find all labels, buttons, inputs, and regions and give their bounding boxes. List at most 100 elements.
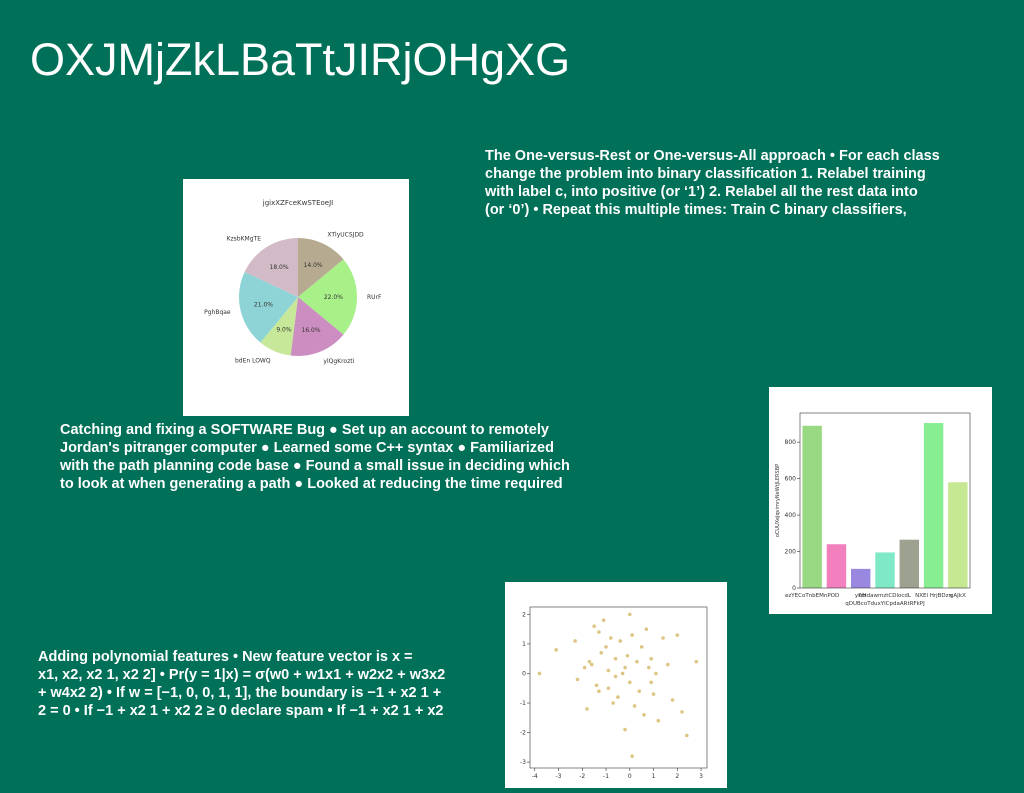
scatter-image: -4 -3 -2 -1 0 1 2 3 -3 -2 -1 0 1 2 [505,582,727,788]
scatter-point [594,683,599,688]
x-tick-label: -3 [556,773,562,780]
scatter-point [675,633,680,637]
scatter-point [665,662,670,667]
slice-label: bdEn LOWQ [235,357,271,364]
slice-value: 22.0% [324,294,343,301]
x-tick-label: gAJkX [950,593,966,599]
bar [923,423,944,588]
x-tick-label: NXEl HrjBDzn [915,593,952,599]
scatter-point [623,727,627,732]
text-line: with label c, into positive (or ‘1’) 2. … [485,184,918,200]
slide-title: OXJMjZkLBaTtJIRjOHgXG [30,34,571,85]
scatter-point [616,695,620,699]
scatter-point [537,671,542,676]
text-line: The One-versus-Rest or One-versus-All ap… [485,148,940,164]
scatter-point [589,662,594,667]
scatter-point [627,612,632,617]
pie-slice [239,271,298,343]
scatter-point [623,665,627,670]
scatter-point [639,645,644,649]
scatter-point [599,650,604,655]
slice-label: XTlyUCSJDD [327,232,364,239]
scatter-point [601,618,606,623]
axes-frame [799,412,971,589]
y-tick-label: 800 [785,439,797,446]
bar-chart: 0 200 400 600 800 ezYECoTnbEMnPOD yPtsuHdawmzt… [775,412,971,607]
slice-label: KzsbKMgTE [227,236,262,243]
text-line: Adding polynomial features • New feature… [38,649,413,665]
slice-value: 14.0% [304,262,323,269]
y-tick-label: 200 [785,549,797,556]
scatter-point [637,689,642,693]
scatter-point [613,674,618,679]
bar [948,482,968,588]
y-tick-label: 600 [785,476,797,483]
text-line: change the problem into binary classific… [485,166,926,182]
y-tick-label: 0 [792,585,796,592]
scatter-point [625,653,630,658]
scatter-point [680,710,684,714]
y-axis-label: oCUUXeJqvimryNeWtJLERSBP [775,464,781,537]
scatter-point [597,689,601,693]
scatter-point [597,630,601,634]
text-line: to look at when generating a path ● Look… [60,476,563,492]
pie-slice [260,297,298,356]
y-tick-label: -1 [520,700,526,707]
x-tick-label: 0 [628,773,632,780]
text-block: Adding polynomial features • New feature… [38,648,445,720]
slice-label: RUrF [367,294,382,301]
scatter-point [654,671,658,676]
scatter-point [587,659,592,664]
scatter-point [656,718,661,723]
scatter-point [649,680,653,685]
y-tick-label: 1 [522,641,526,648]
pie-slice [290,297,344,356]
scatter-point [620,671,625,676]
slice-value: 16.0% [302,327,321,334]
scatter-point [630,754,634,758]
slice-value: 18.0% [270,264,289,271]
x-tick-label: 3 [699,773,703,780]
y-tick-label: -2 [520,730,526,737]
x-axis-label: qDUBcoTduxYlCpdaARtRFkPJ [845,601,925,607]
scatter-point [642,713,646,717]
scatter-point [573,639,577,643]
scatter-point [685,733,689,738]
x-tick-label: yPts [855,593,867,599]
scatter-point [613,656,618,661]
scatter-point [694,659,699,664]
text-line: with the path planning code base ● Found… [60,458,570,474]
slice-value: 9.0% [276,326,292,333]
scatter-point [627,680,632,685]
scatter-point [554,648,558,652]
bar-image: 0 200 400 600 800 ezYECoTnbEMnPOD yPts uHdawmzt… [769,387,992,614]
text-line: Jordan's pitranger computer ● Learned so… [60,440,554,456]
scatter-point [592,624,596,629]
text-line: Catching and fixing a SOFTWARE Bug ● Set… [60,422,549,438]
scatter-point [618,639,623,643]
bar [899,539,919,588]
scatter-point [646,665,651,670]
text-line: 2 = 0 • If −1 + x2 1 + x2 2 ≥ 0 declare … [38,703,444,719]
scatter-point [649,656,653,661]
text-line: (or ‘0’) • Repeat this multiple times: T… [485,202,907,218]
bar [851,568,871,588]
y-tick-label: -3 [520,759,526,766]
scatter-point [635,659,639,664]
bar [875,552,895,588]
y-tick-label: 400 [785,512,797,519]
scatter-point [604,645,608,649]
scatter-point [582,665,587,670]
text-block: Catching and fixing a SOFTWARE Bug ● Set… [60,421,570,493]
scatter-point [661,636,665,640]
text-block: The One-versus-Rest or One-versus-All ap… [485,147,940,219]
pie-slice [298,238,344,297]
pie-slice [244,238,298,297]
x-tick-label: -2 [579,773,585,780]
bar [826,544,847,588]
x-tick-label: -1 [603,773,609,780]
scatter-point [575,677,580,682]
pie-chart: jgixXZFceKwSTEoeJI XTlyUCSJDD 14.0% RUrF 22.… [204,199,382,365]
scatter-point [670,698,675,702]
